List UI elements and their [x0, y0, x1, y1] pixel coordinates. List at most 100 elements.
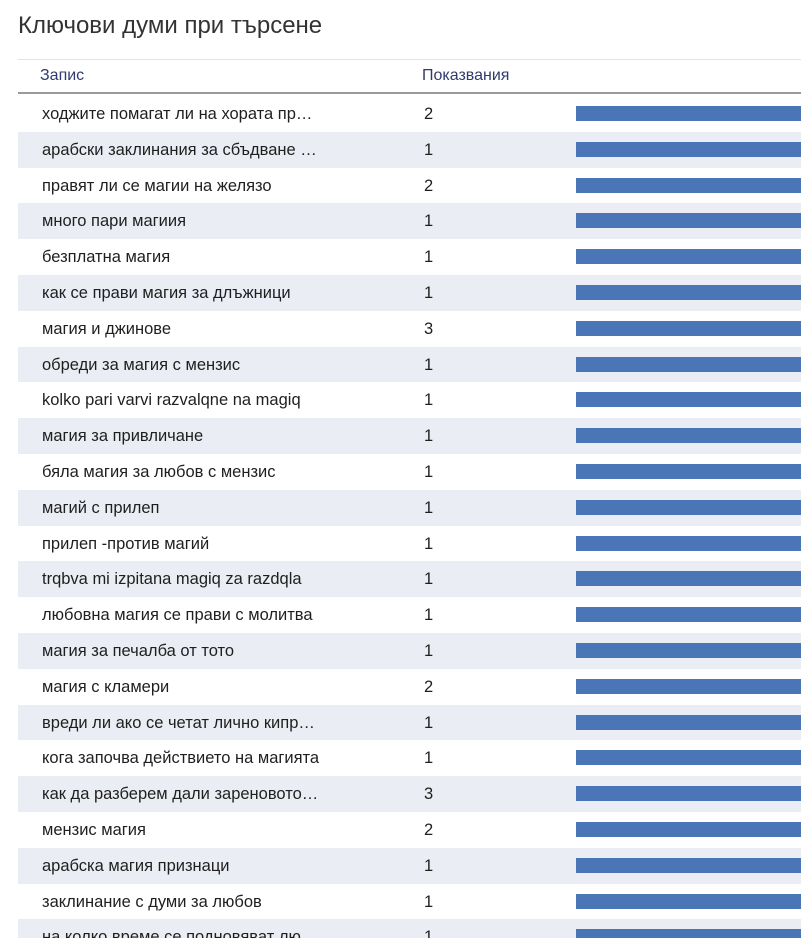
keyword-views: 1 — [424, 283, 434, 302]
page-title: Ключови думи при търсене — [18, 12, 323, 39]
views-bar — [576, 428, 801, 444]
keyword-entry[interactable]: любовна магия се прави с молитва — [42, 606, 313, 625]
keyword-entry[interactable]: правят ли се магии на желязо — [42, 176, 272, 195]
keyword-entry[interactable]: безплатна магия — [42, 248, 171, 267]
table-row[interactable]: обреди за магия с мензис 1 — [18, 346, 801, 383]
views-bar — [576, 213, 801, 229]
keyword-entry[interactable]: ходжите помагат ли на хората пр… — [42, 105, 313, 123]
keyword-views: 1 — [424, 856, 434, 875]
keyword-views: 1 — [424, 427, 434, 446]
views-bar — [576, 893, 801, 909]
views-bar — [576, 499, 801, 515]
keyword-entry[interactable]: арабски заклинания за сбъдване … — [42, 140, 317, 159]
keyword-entry[interactable]: много пари магиия — [42, 212, 187, 231]
table-row[interactable]: магия с кламери 2 — [18, 669, 801, 705]
keyword-entry[interactable]: как се прави магия за длъжници — [42, 283, 291, 302]
table-row[interactable]: арабски заклинания за сбъдване … 1 — [18, 131, 801, 168]
table-row[interactable]: правят ли се магии на желязо 2 — [18, 168, 801, 204]
keyword-entry[interactable]: магия с кламери — [42, 677, 170, 696]
keyword-entry[interactable]: на колко време се подновяват лю… — [42, 928, 318, 938]
table-row[interactable]: безплатна магия 1 — [18, 239, 801, 275]
table-row[interactable]: как да разберем дали зареновото… 3 — [18, 776, 801, 812]
views-bar — [576, 607, 801, 623]
keyword-views: 2 — [424, 176, 434, 195]
table-row[interactable]: как се прави магия за длъжници 1 — [18, 274, 801, 311]
keyword-entry[interactable]: как да разберем дали зареновото… — [42, 785, 319, 804]
keyword-views: 1 — [424, 606, 434, 625]
keyword-entry[interactable]: обреди за магия с мензис — [42, 355, 241, 374]
keyword-views: 1 — [424, 749, 434, 768]
views-bar — [576, 857, 801, 873]
keyword-views: 1 — [424, 570, 434, 589]
keyword-views: 1 — [424, 391, 434, 410]
keyword-table-body: ходжите помагат ли на хората пр… 2 арабски… — [18, 96, 801, 938]
keyword-entry[interactable]: trqbva mi izpitana magiq za razdqla — [42, 570, 302, 589]
table-row[interactable]: бяла магия за любов с мензис 1 — [18, 454, 801, 490]
views-bar — [576, 141, 801, 157]
views-bar — [576, 535, 801, 551]
keyword-entry[interactable]: вреди ли ако се четат лично кипр… — [42, 713, 315, 732]
keyword-views: 1 — [424, 928, 434, 938]
table-row[interactable]: любовна магия се прави с молитва 1 — [18, 597, 801, 633]
views-bar — [576, 249, 801, 265]
keyword-entry[interactable]: бяла магия за любов с мензис — [42, 462, 276, 481]
keyword-entry[interactable]: магия за привличане — [42, 427, 204, 446]
keyword-views: 1 — [424, 140, 434, 159]
keyword-views: 1 — [424, 248, 434, 267]
views-bar — [576, 392, 801, 408]
keyword-views: 3 — [424, 785, 434, 804]
keyword-entry[interactable]: мензис магия — [42, 820, 146, 839]
table-row[interactable]: магия за привличане 1 — [18, 418, 801, 454]
table-row[interactable]: kolko pari varvi razvalqne na magiq 1 — [18, 382, 801, 418]
views-bar — [576, 786, 801, 802]
keyword-views: 1 — [424, 498, 434, 517]
keyword-entry[interactable]: магий с прилеп — [42, 498, 160, 517]
keyword-entry[interactable]: прилеп -против магий — [42, 534, 210, 553]
table-row[interactable]: магий с прилеп 1 — [18, 489, 801, 526]
table-row[interactable]: ходжите помагат ли на хората пр… 2 — [18, 96, 801, 132]
keyword-views: 1 — [424, 892, 434, 911]
views-bar — [576, 284, 801, 300]
table-row[interactable]: вреди ли ако се четат лично кипр… 1 — [18, 704, 801, 741]
views-bar — [576, 571, 801, 587]
table-row[interactable]: много пари магиия 1 — [18, 203, 801, 240]
keyword-views: 1 — [424, 355, 434, 374]
keyword-entry[interactable]: kolko pari varvi razvalqne na magiq — [42, 391, 301, 410]
table-row[interactable]: кога започва действието на магията 1 — [18, 740, 801, 776]
keyword-views: 1 — [424, 462, 434, 481]
keyword-entry[interactable]: заклинание с думи за любов — [42, 892, 262, 911]
column-header-views[interactable]: Показвания — [422, 67, 510, 84]
views-bar — [576, 463, 801, 479]
keyword-entry[interactable]: магия за печалба от тото — [42, 641, 235, 660]
table-row[interactable]: заклинание с думи за любов 1 — [18, 884, 801, 920]
views-bar — [576, 821, 801, 837]
views-bar — [576, 642, 801, 658]
table-row[interactable]: trqbva mi izpitana magiq za razdqla 1 — [18, 561, 801, 598]
views-bar — [576, 678, 801, 694]
table-row[interactable]: прилеп -против магий 1 — [18, 526, 801, 562]
keyword-views: 3 — [424, 319, 434, 338]
table-row[interactable]: магия и джинове 3 — [18, 311, 801, 347]
keyword-entry[interactable]: кога започва действието на магията — [42, 749, 320, 768]
views-bar — [576, 106, 801, 121]
views-bar — [576, 929, 801, 938]
views-bar — [576, 750, 801, 766]
keyword-entry[interactable]: магия и джинове — [42, 319, 172, 338]
column-header-entry[interactable]: Запис — [40, 67, 85, 84]
table-row[interactable]: арабска магия признаци 1 — [18, 847, 801, 884]
views-bar — [576, 177, 801, 193]
keyword-views: 2 — [424, 820, 434, 839]
keyword-entry[interactable]: арабска магия признаци — [42, 856, 230, 875]
views-bar — [576, 356, 801, 372]
table-row[interactable]: магия за печалба от тото 1 — [18, 632, 801, 669]
table-row[interactable]: мензис магия 2 — [18, 812, 801, 848]
table-row[interactable]: на колко време се подновяват лю… 1 — [18, 919, 801, 938]
keyword-views: 1 — [424, 212, 434, 231]
keyword-views: 2 — [424, 677, 434, 696]
keyword-views: 1 — [424, 713, 434, 732]
table-header: Запис Показвания — [18, 59, 801, 94]
views-bar — [576, 714, 801, 730]
keyword-views: 1 — [424, 641, 434, 660]
keyword-views: 2 — [424, 105, 434, 123]
keyword-views: 1 — [424, 534, 434, 553]
